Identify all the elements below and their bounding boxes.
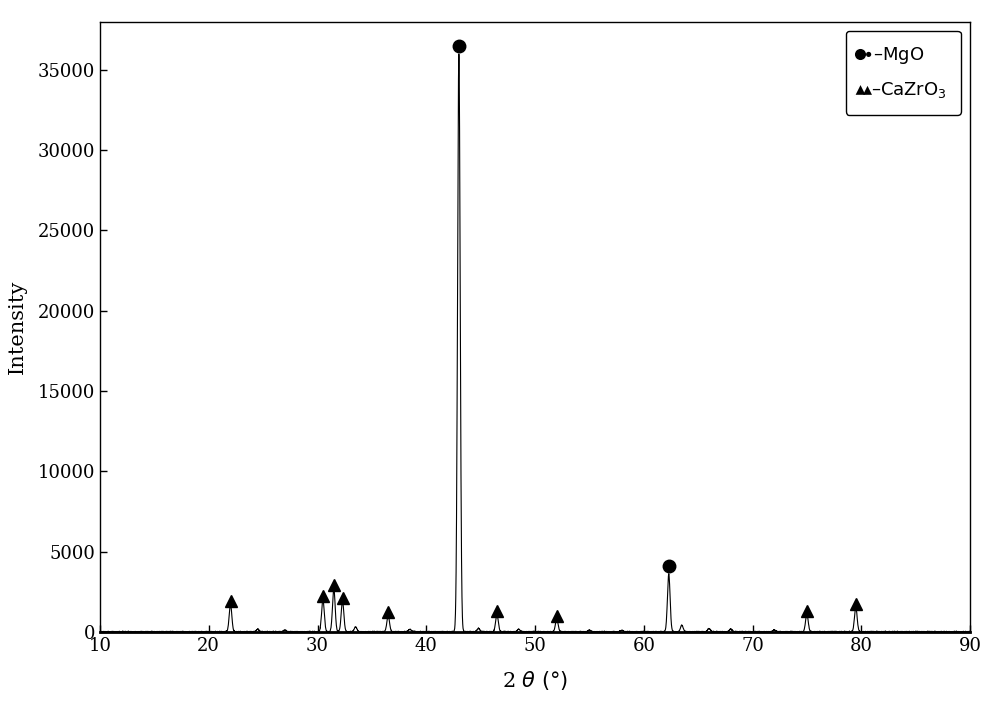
Legend: $\bullet$–MgO, $\blacktriangle$–CaZrO$_3$: $\bullet$–MgO, $\blacktriangle$–CaZrO$_3… [846,31,961,115]
X-axis label: 2 $\theta$ $\left(°\right)$: 2 $\theta$ $\left(°\right)$ [502,668,568,691]
Y-axis label: Intensity: Intensity [8,279,27,374]
